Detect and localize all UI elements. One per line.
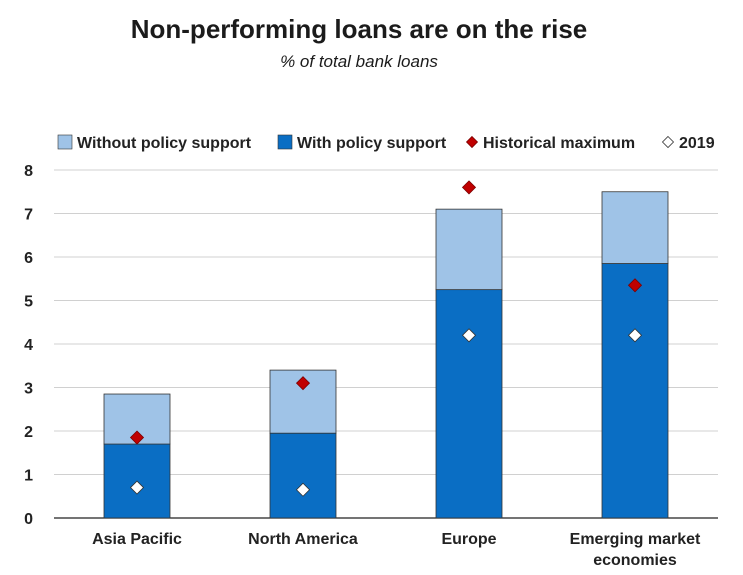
legend-label: 2019 [679, 135, 715, 152]
legend-swatch [661, 135, 675, 149]
legend-item: Without policy support [57, 134, 252, 152]
y-tick-label: 1 [24, 468, 33, 485]
x-tick-label: Europe [441, 531, 496, 548]
y-tick-label: 7 [24, 207, 33, 224]
marker-historical-maximum [129, 430, 145, 445]
legend-swatch [465, 135, 479, 149]
bar-with-policy-support [269, 432, 337, 519]
legend-swatch [57, 134, 73, 150]
marker-historical-maximum [461, 180, 477, 195]
marker-historical-maximum [627, 278, 643, 293]
y-tick-label: 0 [24, 511, 33, 528]
y-axis: 0 1 2 3 4 5 6 7 8 [24, 163, 33, 528]
bar-with-policy-support [435, 289, 503, 519]
markers [129, 180, 643, 497]
y-tick-label: 3 [24, 381, 33, 398]
marker-2019 [461, 328, 477, 343]
bar-without-policy-support [435, 208, 503, 291]
y-tick-label: 8 [24, 163, 33, 180]
legend-label: With policy support [297, 135, 447, 152]
bars [103, 191, 669, 519]
x-tick-label: Asia Pacific [92, 531, 182, 548]
y-tick-label: 4 [24, 337, 33, 354]
bar-without-policy-support [601, 191, 669, 264]
legend-item: Historical maximum [465, 135, 635, 152]
legend-label: Historical maximum [483, 135, 635, 152]
x-tick-label: North America [248, 531, 358, 548]
chart-subtitle: % of total bank loans [280, 52, 438, 71]
marker-historical-maximum [295, 376, 311, 391]
legend: Without policy support With policy suppor… [57, 134, 715, 152]
marker-2019 [129, 480, 145, 495]
y-tick-label: 6 [24, 250, 33, 267]
chart-title: Non-performing loans are on the rise [130, 14, 588, 44]
legend-label: Without policy support [77, 135, 252, 152]
legend-item: With policy support [277, 134, 447, 152]
x-tick-label: economies [593, 552, 677, 569]
x-tick-label: Emerging market [570, 531, 701, 548]
y-tick-label: 5 [24, 294, 33, 311]
x-axis: Asia Pacific North America Europe Emerging … [92, 531, 701, 569]
y-tick-label: 2 [24, 424, 33, 441]
marker-2019 [627, 328, 643, 343]
marker-2019 [295, 482, 311, 497]
bar-with-policy-support [601, 263, 669, 519]
legend-item: 2019 [661, 135, 715, 152]
legend-swatch [277, 134, 293, 150]
